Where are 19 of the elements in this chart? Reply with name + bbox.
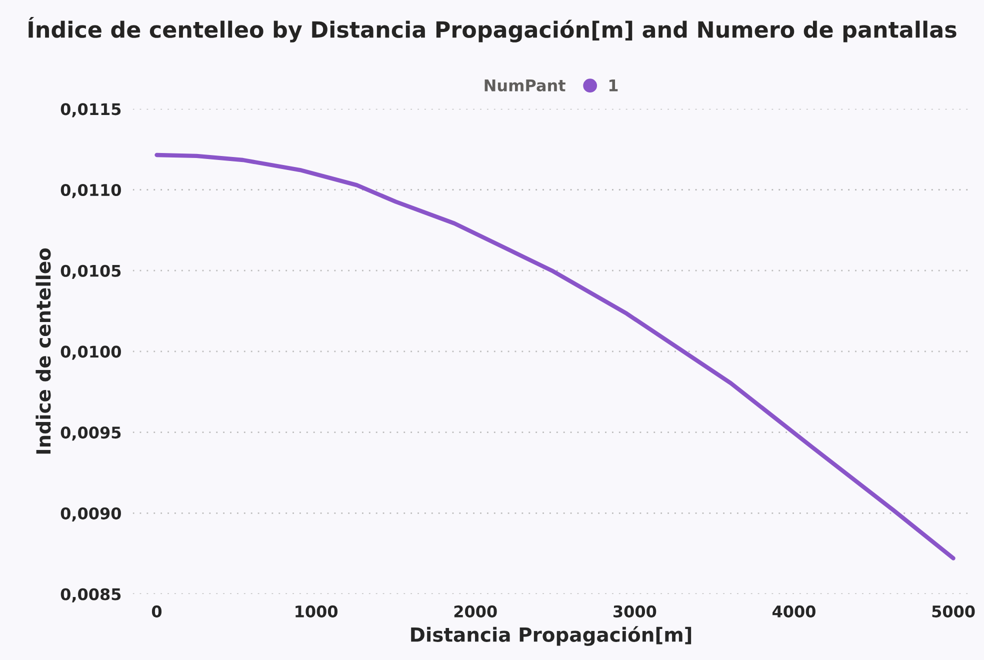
y-tick-label: 0,0095 (60, 426, 121, 441)
y-tick-label: 0,0110 (60, 184, 121, 198)
y-tick-label: 0,0105 (60, 264, 121, 279)
chart-title: Índice de centelleo by Distancia Propagación[m] and Numero de pantallas (28, 17, 956, 42)
y-tick-label: 0,0115 (60, 103, 121, 118)
y-tick-label: 0,0100 (60, 346, 121, 360)
legend-label: 1 (609, 80, 618, 92)
y-tick-label: 0,0085 (60, 588, 121, 602)
y-tick-label: 0,0090 (60, 507, 121, 522)
x-tick-label: 2000 (454, 605, 497, 618)
y-axis-title: Indice de centelleo (36, 248, 51, 454)
legend-title: NumPant (484, 80, 566, 92)
x-tick-label: 4000 (772, 605, 816, 618)
x-tick-label: 1000 (296, 605, 338, 618)
x-tick-label: 3000 (614, 605, 656, 618)
line-series (154, 152, 956, 560)
x-axis-title: Distancia Propagación[m] (411, 626, 692, 646)
x-tick-label: 5000 (932, 605, 975, 618)
x-tick-label: 0 (152, 605, 162, 618)
